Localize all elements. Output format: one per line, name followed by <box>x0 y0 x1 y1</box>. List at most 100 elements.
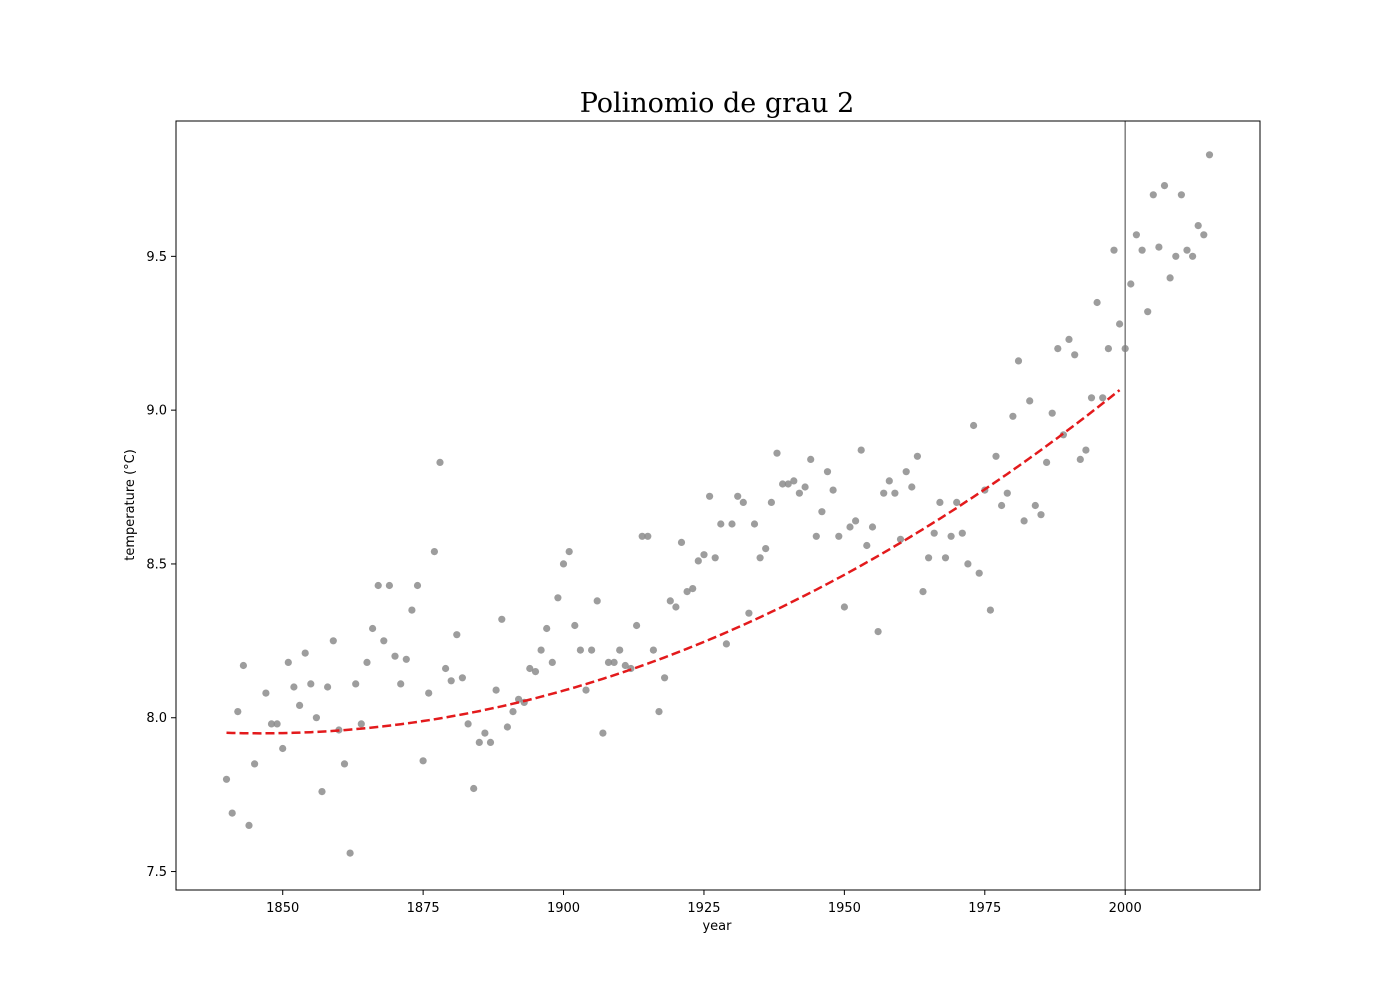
data-point <box>391 652 399 660</box>
data-point <box>599 729 607 737</box>
data-point <box>1082 446 1090 454</box>
data-point <box>998 501 1006 510</box>
data-point <box>649 646 658 654</box>
data-point <box>436 458 444 466</box>
y-axis-label: temperature (°C) <box>123 449 138 561</box>
data-point <box>745 609 753 617</box>
y-tick-label: 9.5 <box>146 250 167 265</box>
data-point <box>857 446 865 454</box>
data-point <box>970 421 978 430</box>
data-point <box>913 452 922 460</box>
data-point <box>430 548 438 556</box>
data-point <box>779 480 787 488</box>
x-tick-label: 1925 <box>687 901 720 916</box>
chart-title: Polinomio de grau 2 <box>580 88 855 119</box>
data-point <box>453 631 461 639</box>
data-point <box>352 680 360 688</box>
data-point <box>262 689 270 697</box>
data-point <box>1104 345 1112 353</box>
data-point <box>874 628 882 636</box>
data-point <box>863 541 871 550</box>
data-point <box>604 658 613 667</box>
data-point <box>228 809 236 817</box>
data-point <box>1110 246 1118 254</box>
data-point <box>492 686 500 694</box>
data-point <box>571 621 579 630</box>
data-point <box>1194 222 1202 230</box>
data-point <box>840 603 849 611</box>
data-point <box>700 551 708 559</box>
data-point <box>616 646 624 654</box>
data-point <box>739 498 747 506</box>
data-point <box>273 720 281 728</box>
data-point <box>1054 345 1062 353</box>
data-point <box>767 498 776 506</box>
data-point <box>1200 231 1208 239</box>
data-point <box>554 594 562 602</box>
data-point <box>340 760 349 768</box>
data-point <box>458 674 466 682</box>
data-point <box>896 535 905 543</box>
scatter-points <box>222 151 1214 857</box>
data-point <box>307 680 315 688</box>
data-point <box>1048 409 1056 417</box>
data-point <box>835 532 843 540</box>
data-point <box>829 486 837 494</box>
data-point <box>1116 320 1124 328</box>
data-point <box>621 661 629 670</box>
data-point <box>677 538 686 547</box>
data-point <box>908 483 916 491</box>
data-point <box>868 523 877 531</box>
data-point <box>318 788 326 796</box>
data-point <box>245 821 253 830</box>
data-point <box>644 532 652 540</box>
data-point <box>672 603 680 611</box>
data-point <box>801 483 809 491</box>
data-point <box>919 588 927 596</box>
data-point <box>1144 308 1152 316</box>
data-point <box>936 498 944 506</box>
data-point <box>222 775 231 783</box>
data-point <box>1183 246 1191 254</box>
data-point <box>661 674 669 682</box>
data-point <box>823 468 832 476</box>
data-point <box>509 708 517 716</box>
data-point <box>947 532 955 540</box>
data-point <box>357 720 365 728</box>
data-point <box>329 637 337 645</box>
data-point <box>239 661 247 670</box>
data-point <box>413 581 422 590</box>
data-point <box>610 658 618 667</box>
data-point <box>683 588 691 596</box>
data-point <box>1026 397 1034 405</box>
data-point <box>992 452 1000 460</box>
data-point <box>1020 517 1028 525</box>
y-tick-label: 7.5 <box>146 865 167 880</box>
data-point <box>1132 231 1140 239</box>
data-point <box>1065 335 1073 343</box>
x-tick-label: 1850 <box>266 901 299 916</box>
data-point <box>1160 182 1169 190</box>
data-point <box>402 655 410 663</box>
y-tick-label: 8.5 <box>146 557 167 572</box>
data-point <box>408 606 416 614</box>
data-point <box>301 649 309 657</box>
data-point <box>346 849 354 857</box>
data-point <box>464 720 472 728</box>
data-point <box>543 624 551 633</box>
data-point <box>279 744 287 753</box>
data-point <box>498 615 506 623</box>
x-axis: 1850 1875 1900 1925 1950 1975 2000 <box>266 890 1142 916</box>
data-point <box>565 548 573 556</box>
data-point <box>548 658 556 667</box>
data-point <box>537 646 545 654</box>
data-point <box>694 557 702 565</box>
data-point <box>880 489 888 497</box>
data-point <box>425 689 433 697</box>
data-point <box>363 658 371 667</box>
data-point <box>750 520 759 528</box>
data-point <box>1166 274 1174 282</box>
data-point <box>1043 458 1051 466</box>
data-point <box>773 449 781 457</box>
y-tick-label: 9.0 <box>146 404 167 419</box>
